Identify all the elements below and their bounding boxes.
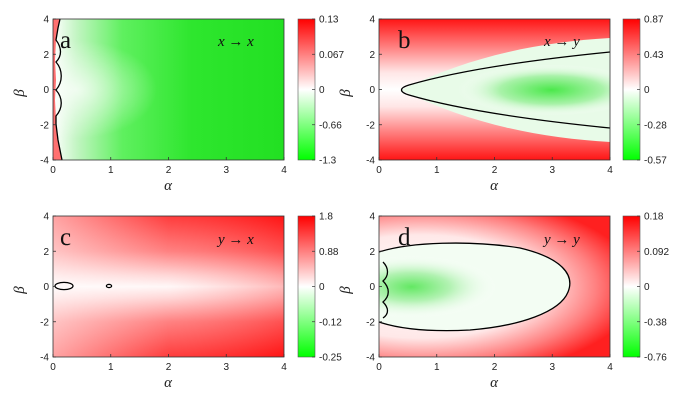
panel-c-ylabel: β [12, 286, 28, 295]
panel-d-ytick-label: 0 [369, 282, 375, 293]
panel-b-xtick-label: 0 [376, 165, 382, 176]
panel-b-ytick-label: -4 [366, 156, 375, 167]
panel-d-label: d [398, 224, 411, 251]
panel-b-colorbar-tick-label: -0.57 [644, 156, 667, 167]
panel-c-xlabel: α [164, 375, 173, 391]
panel-b-xlabel: α [490, 178, 499, 194]
panel-b-xtick-label: 4 [607, 165, 613, 176]
panel-b-colorbar-tick-label: 0.43 [644, 50, 664, 61]
panel-c-colorbar-tick-label: -0.12 [319, 317, 342, 328]
panel-c-colorbar-tick-label: 0 [319, 282, 325, 293]
panel-a-ytick-label: -2 [40, 120, 49, 131]
panel-d-colorbar-tick-label: 0 [644, 282, 650, 293]
panel-c-ytick-label: -2 [40, 317, 49, 328]
panel-a-transition: x → x [217, 34, 254, 50]
panel-b-ytick-label: -2 [366, 120, 375, 131]
panel-a-heatmap-glow [53, 19, 284, 160]
panel-c-colorbar-tick-label: -0.25 [319, 353, 342, 364]
panel-c-colorbar-tick-label: 1.8 [319, 212, 333, 223]
panel-d-transition: y → y [542, 232, 580, 248]
panel-a-ytick-label: -4 [40, 156, 49, 167]
panel-d-ytick-label: 4 [369, 212, 375, 223]
panel-c-heatmap-shade [53, 216, 284, 357]
panel-a-xtick-label: 0 [50, 165, 56, 176]
panel-d-contour [378, 242, 571, 332]
panel-d-ticks: 0 1 2 3 4 4 2 0 -2 -4 [366, 212, 613, 374]
panel-d-left-contour [382, 261, 389, 319]
panel-a-colorbar-tick-label: -1.3 [319, 156, 337, 167]
panel-a-colorbar-tick-label: 0.067 [319, 50, 344, 61]
panel-c-label: c [60, 224, 71, 251]
panel-c-ytick-label: 0 [43, 282, 49, 293]
panel-d: 0 1 2 3 4 4 2 0 -2 -4 d y → y α β 0.18 0.092 0 -0.38… [338, 212, 669, 392]
panel-d-colorbar-tick-label: -0.76 [644, 353, 667, 364]
panel-d-colorbar-tick-label: 0.092 [644, 247, 669, 258]
panel-b-contour [400, 51, 611, 129]
panel-c-ticks: 0 1 2 3 4 4 2 0 -2 -4 [40, 212, 287, 374]
panel-c-transition: y → x [216, 232, 254, 248]
panel-c-xtick-label: 2 [166, 362, 172, 373]
panel-d-colorbar-ticks: 0.18 0.092 0 -0.38 -0.76 [637, 212, 669, 364]
panel-a-xtick-label: 3 [223, 165, 229, 176]
panel-a-ytick-label: 0 [43, 85, 49, 96]
panel-b-ylabel: β [338, 89, 354, 98]
panel-b-colorbar-tick-label: -0.28 [644, 120, 667, 131]
panel-b-ticks: 0 1 2 3 4 4 2 0 -2 -4 [366, 15, 613, 177]
panel-a-contour [55, 18, 63, 161]
panel-c: 0 1 2 3 4 4 2 0 -2 -4 c y → x α β 1.8 0.88 0 -0.12 -0… [12, 212, 342, 392]
panel-a-xtick-label: 4 [281, 165, 287, 176]
panel-c-xtick-label: 4 [281, 362, 287, 373]
panel-b-ytick-label: 4 [369, 15, 375, 26]
panel-d-colorbar-tick-label: -0.38 [644, 317, 667, 328]
panel-d-xlabel: α [490, 375, 499, 391]
panel-d-colorbar-tick-label: 0.18 [644, 212, 664, 223]
panel-c-xtick-label: 3 [223, 362, 229, 373]
panel-a-ylabel: β [12, 89, 28, 98]
panel-c-xtick-label: 1 [108, 362, 114, 373]
panel-c-ytick-label: 4 [43, 212, 49, 223]
panel-b-label: b [398, 27, 411, 54]
panel-a-ticks: 0 1 2 3 4 4 2 0 -2 -4 [40, 15, 287, 177]
panel-a: 0 1 2 3 4 4 2 0 -2 -4 a x → x α β 0.13 0.067 0 -0.66… [12, 15, 344, 195]
panel-b-transition: x → y [543, 34, 580, 50]
panel-d-xtick-label: 2 [492, 362, 498, 373]
panel-d-xtick-label: 3 [549, 362, 555, 373]
panel-a-xlabel: α [164, 178, 173, 194]
panel-b-colorbar-tick-label: 0 [644, 85, 650, 96]
panel-d-ytick-label: 2 [369, 247, 375, 258]
panel-a-label: a [60, 27, 71, 54]
panel-a-colorbar-tick-label: 0.13 [319, 15, 339, 26]
panel-b-xtick-label: 1 [434, 165, 440, 176]
panel-c-ytick-label: 2 [43, 247, 49, 258]
panel-b-negative-core [401, 38, 610, 142]
panel-d-xtick-label: 1 [434, 362, 440, 373]
panel-a-colorbar-ticks: 0.13 0.067 0 -0.66 -1.3 [312, 15, 344, 167]
panel-a-xtick-label: 1 [108, 165, 114, 176]
panel-b-colorbar-tick-label: 0.87 [644, 15, 664, 26]
panel-c-xtick-label: 0 [50, 362, 56, 373]
panel-d-xtick-label: 4 [607, 362, 613, 373]
panel-a-colorbar-tick-label: 0 [319, 85, 325, 96]
panel-c-colorbar-tick-label: 0.88 [319, 247, 339, 258]
panel-b: 0 1 2 3 4 4 2 0 -2 -4 b x → y α β 0.87 0.43 0 -0.28 -… [338, 15, 667, 195]
panel-a-ytick-label: 4 [43, 15, 49, 26]
panel-a-colorbar-tick-label: -0.66 [319, 120, 342, 131]
panel-b-colorbar-ticks: 0.87 0.43 0 -0.28 -0.57 [637, 15, 667, 167]
panel-a-ytick-label: 2 [43, 50, 49, 61]
panel-d-negative-core [379, 243, 570, 331]
panel-b-ytick-label: 2 [369, 50, 375, 61]
panel-c-colorbar-ticks: 1.8 0.88 0 -0.12 -0.25 [312, 212, 342, 364]
panel-a-xtick-label: 2 [166, 165, 172, 176]
panel-d-xtick-label: 0 [376, 362, 382, 373]
panel-b-ytick-label: 0 [369, 85, 375, 96]
panel-b-xtick-label: 3 [549, 165, 555, 176]
panel-d-ytick-label: -2 [366, 317, 375, 328]
panel-d-ytick-label: -4 [366, 353, 375, 364]
panel-d-ylabel: β [338, 286, 354, 295]
panel-c-small-contour [105, 283, 113, 289]
panel-c-ytick-label: -4 [40, 353, 49, 364]
panel-b-xtick-label: 2 [492, 165, 498, 176]
panel-c-negative-lobe [54, 281, 74, 291]
